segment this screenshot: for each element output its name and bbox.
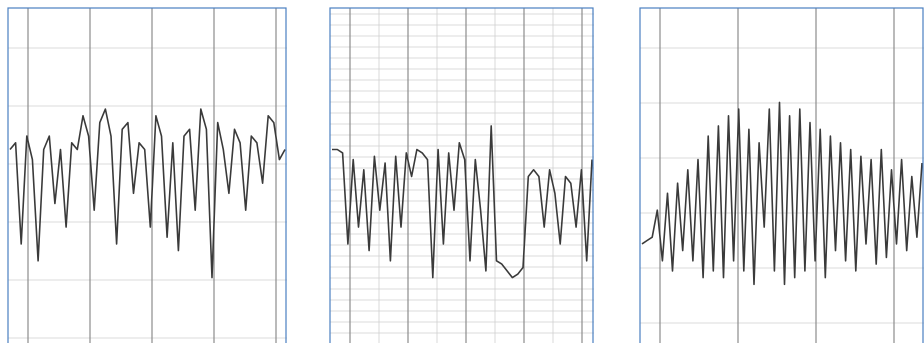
panel — [640, 8, 924, 343]
panel — [330, 8, 594, 343]
panel — [8, 8, 287, 343]
paper — [8, 8, 287, 343]
tracings — [0, 0, 924, 343]
